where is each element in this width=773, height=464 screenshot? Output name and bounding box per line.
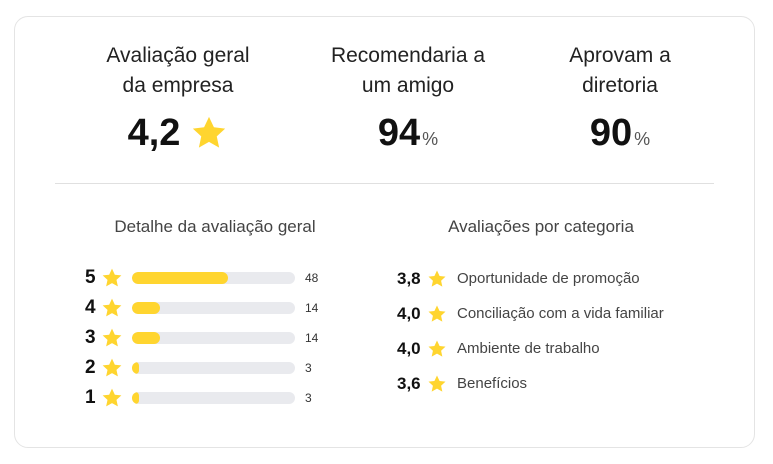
category-score: 3,6 — [397, 373, 421, 393]
category-score: 4,0 — [397, 338, 421, 358]
distribution-bar — [132, 392, 295, 404]
approve-value-row: 90% — [520, 111, 720, 161]
overall-rating-stat: Avaliação geral da empresa 4,2 — [78, 41, 278, 155]
recommend-stat: Recomendaria a um amigo 94% — [308, 41, 508, 161]
star-icon — [428, 340, 446, 357]
approve-label-line2: diretoria — [582, 74, 658, 97]
approve-percent-sign: % — [634, 129, 651, 149]
category-name: Oportunidade de promoção — [457, 270, 640, 287]
star-icon — [102, 388, 122, 407]
category-name: Ambiente de trabalho — [457, 340, 600, 357]
overall-rating-value-row: 4,2 — [78, 111, 278, 155]
distribution-bar-fill — [132, 272, 229, 284]
distribution-row: 4 14 — [85, 293, 345, 323]
category-name: Benefícios — [457, 375, 528, 392]
distribution-bar-fill — [132, 302, 160, 314]
distribution-bar — [132, 302, 295, 314]
category-row: 3,8 Oportunidade de promoção — [397, 261, 727, 296]
category-ratings: 3,8 Oportunidade de promoção 4,0 Concili… — [397, 261, 727, 401]
recommend-percent-sign: % — [422, 129, 439, 149]
distribution-star-number: 1 — [85, 387, 96, 408]
distribution-count: 14 — [305, 301, 319, 315]
approve-label-line1: Aprovam a — [569, 44, 671, 67]
overall-rating-value: 4,2 — [127, 112, 181, 154]
category-row: 3,6 Benefícios — [397, 366, 727, 401]
distribution-bar-fill — [132, 362, 139, 374]
distribution-row: 5 48 — [85, 263, 345, 293]
category-row: 4,0 Conciliação com a vida familiar — [397, 296, 727, 331]
section-divider — [55, 183, 714, 184]
star-icon — [428, 305, 446, 322]
distribution-row: 2 3 — [85, 353, 345, 383]
distribution-star-number: 2 — [85, 357, 96, 378]
approve-value: 90 — [589, 112, 633, 154]
distribution-row: 1 3 — [85, 383, 345, 413]
star-icon — [428, 270, 446, 287]
recommend-label: Recomendaria a um amigo — [308, 41, 508, 101]
recommend-label-line2: um amigo — [361, 74, 455, 97]
distribution-bar — [132, 272, 295, 284]
star-icon — [102, 298, 122, 317]
star-icon — [102, 268, 122, 287]
category-score: 3,8 — [397, 268, 421, 288]
recommend-value: 94 — [377, 112, 421, 154]
ratings-card: Avaliação geral da empresa 4,2 Recomenda… — [14, 16, 755, 448]
distribution-row: 3 14 — [85, 323, 345, 353]
distribution-bar-fill — [132, 392, 139, 404]
recommend-label-line1: Recomendaria a — [330, 44, 486, 67]
star-icon — [428, 375, 446, 392]
distribution-title: Detalhe da avaliação geral — [114, 217, 316, 236]
overall-rating-label-line1: Avaliação geral — [106, 44, 250, 67]
distribution-count: 14 — [305, 331, 319, 345]
distribution-count: 3 — [305, 361, 312, 375]
overall-rating-label-line2: da empresa — [122, 74, 234, 97]
categories-title: Avaliações por categoria — [448, 217, 634, 236]
ratings-summary: Avaliação geral da empresa 4,2 Recomenda… — [15, 41, 754, 161]
distribution-star-number: 5 — [85, 267, 96, 288]
distribution-bar — [132, 332, 295, 344]
star-icon — [193, 116, 226, 148]
distribution-count: 48 — [305, 271, 319, 285]
distribution-bar — [132, 362, 295, 374]
category-row: 4,0 Ambiente de trabalho — [397, 331, 727, 366]
distribution-count: 3 — [305, 391, 312, 405]
category-score: 4,0 — [397, 303, 421, 323]
category-name: Conciliação com a vida familiar — [457, 305, 664, 322]
distribution-star-number: 4 — [85, 297, 96, 318]
rating-distribution: 5 48 4 14 3 14 2 3 1 3 — [85, 263, 345, 413]
approve-label: Aprovam a diretoria — [520, 41, 720, 101]
star-icon — [102, 358, 122, 377]
recommend-value-row: 94% — [308, 111, 508, 161]
overall-rating-label: Avaliação geral da empresa — [78, 41, 278, 101]
distribution-bar-fill — [132, 332, 160, 344]
star-icon — [102, 328, 122, 347]
approve-stat: Aprovam a diretoria 90% — [520, 41, 720, 161]
distribution-star-number: 3 — [85, 327, 96, 348]
